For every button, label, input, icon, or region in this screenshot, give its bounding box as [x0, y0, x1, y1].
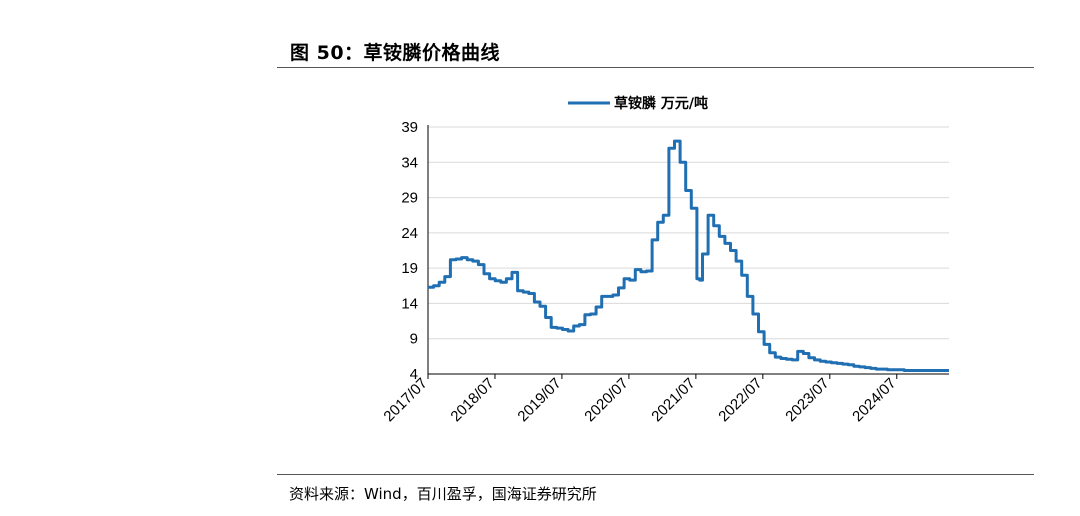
x-tick-label-2: 2019/07	[514, 375, 564, 425]
y-tick-label-9: 9	[410, 331, 418, 348]
figure-title: 图 50：草铵膦价格曲线	[290, 42, 501, 64]
x-tick-label-3: 2020/07	[581, 375, 631, 425]
legend: 草铵膦 万元/吨	[568, 95, 708, 112]
series-line	[428, 139, 949, 372]
y-tick-label-24: 24	[401, 225, 418, 242]
x-tick-label-4: 2021/07	[648, 375, 698, 425]
source-note: 资料来源：Wind，百川盈孚，国海证券研究所	[289, 485, 597, 503]
x-tick-label-5: 2022/07	[715, 375, 765, 425]
y-tick-label-4: 4	[410, 366, 418, 383]
x-tick-label-0: 2017/07	[380, 375, 430, 425]
axes	[427, 125, 949, 379]
y-tick-label-19: 19	[401, 260, 418, 277]
x-tick-label-6: 2023/07	[782, 375, 832, 425]
series-layer	[428, 139, 949, 372]
x-tick-label-1: 2018/07	[447, 375, 497, 425]
top-divider	[277, 67, 1034, 68]
x-tick-labels: 2017/07 2018/07 2019/07 2020/07 2021/07 2022/…	[380, 375, 899, 425]
y-tick-label-14: 14	[401, 295, 418, 312]
y-tick-label-39: 39	[401, 119, 418, 136]
y-tick-label-29: 29	[401, 190, 418, 207]
bottom-divider	[277, 474, 1034, 475]
x-tick-label-7: 2024/07	[849, 375, 899, 425]
legend-label: 草铵膦 万元/吨	[614, 95, 708, 112]
y-tick-label-34: 34	[401, 154, 418, 171]
y-tick-labels: 4 9 14 19 24 29 34 39	[401, 119, 418, 383]
gridlines	[428, 126, 949, 340]
